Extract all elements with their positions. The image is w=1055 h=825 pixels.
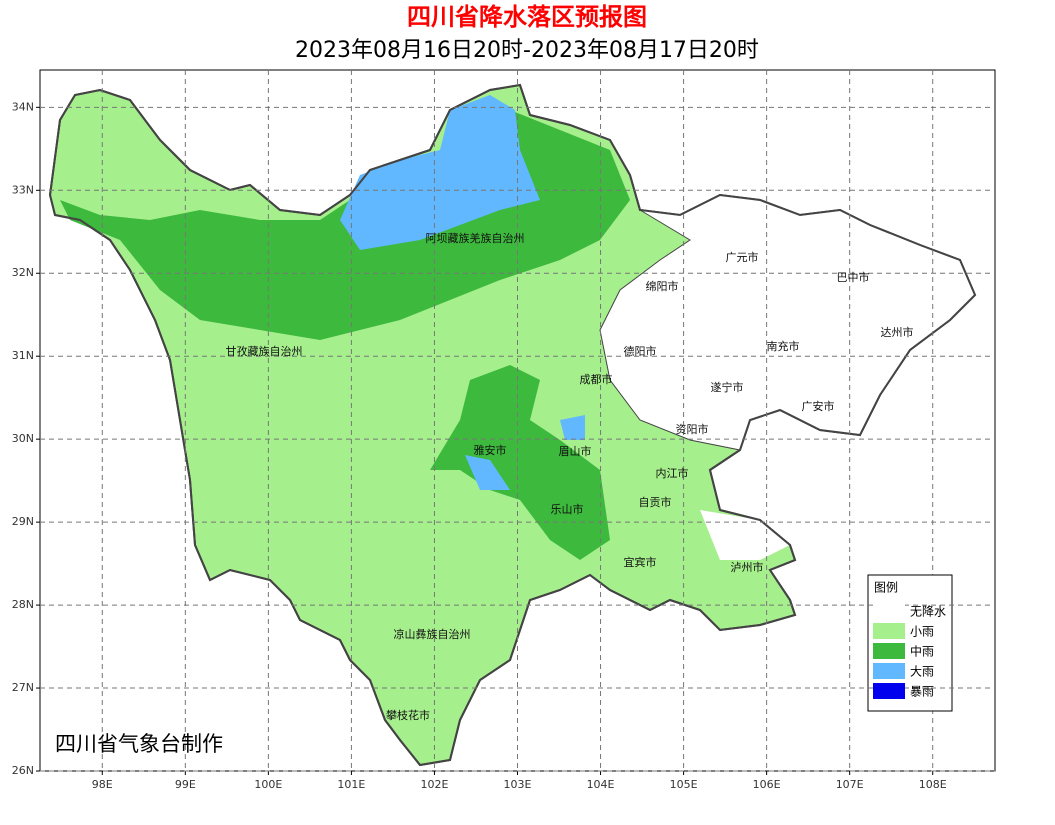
region-label: 泸州市 xyxy=(731,560,764,574)
x-tick-label: 103E xyxy=(504,778,532,791)
legend-swatch xyxy=(873,683,905,699)
region-label: 甘孜藏族自治州 xyxy=(226,344,303,358)
region-label: 凉山彝族自治州 xyxy=(394,627,471,641)
region-label: 成都市 xyxy=(580,372,613,386)
x-tick-label: 104E xyxy=(587,778,615,791)
x-tick-label: 102E xyxy=(420,778,448,791)
y-tick-label: 29N xyxy=(12,515,34,528)
y-tick-label: 27N xyxy=(12,681,34,694)
no-rain-area xyxy=(700,510,790,560)
x-tick-label: 106E xyxy=(753,778,781,791)
region-label: 内江市 xyxy=(656,466,689,480)
legend-title: 图例 xyxy=(874,581,898,595)
precip-areas xyxy=(48,83,977,767)
x-tick-label: 101E xyxy=(337,778,365,791)
legend-swatch xyxy=(873,643,905,659)
heavy-rain-area xyxy=(340,95,540,250)
x-tick-label: 99E xyxy=(175,778,196,791)
region-label: 宜宾市 xyxy=(624,555,657,569)
moderate-rain-area xyxy=(430,365,610,560)
region-label: 广元市 xyxy=(726,250,759,264)
x-tick-label: 108E xyxy=(919,778,947,791)
heavy-rain-area xyxy=(465,455,510,490)
title: 四川省降水落区预报图 xyxy=(407,3,647,31)
x-tick-label: 107E xyxy=(836,778,864,791)
legend-label: 大雨 xyxy=(910,665,934,679)
legend-label: 中雨 xyxy=(910,644,934,659)
x-tick-label: 100E xyxy=(254,778,282,791)
credit: 四川省气象台制作 xyxy=(55,732,223,756)
legend-swatch xyxy=(873,663,905,679)
region-label: 德阳市 xyxy=(624,344,657,358)
region-label: 广安市 xyxy=(802,399,835,413)
legend-label: 暴雨 xyxy=(910,685,934,699)
y-tick-label: 34N xyxy=(12,100,34,113)
y-tick-label: 28N xyxy=(12,598,34,611)
region-label: 资阳市 xyxy=(676,422,709,436)
y-tick-label: 30N xyxy=(12,432,34,445)
region-label: 巴中市 xyxy=(837,270,870,284)
region-label: 乐山市 xyxy=(551,502,584,516)
x-tick-label: 98E xyxy=(92,778,113,791)
region-label: 绵阳市 xyxy=(646,279,679,293)
legend-swatch xyxy=(873,623,905,639)
y-tick-label: 33N xyxy=(12,183,34,196)
region-label: 达州市 xyxy=(881,325,914,339)
region-label: 南充市 xyxy=(767,339,800,353)
x-tick-label: 105E xyxy=(670,778,698,791)
region-label: 雅安市 xyxy=(474,443,507,457)
y-tick-label: 32N xyxy=(12,266,34,279)
y-tick-label: 26N xyxy=(12,764,34,777)
legend-swatch xyxy=(873,603,905,619)
region-label: 遂宁市 xyxy=(711,380,744,394)
region-label: 阿坝藏族羌族自治州 xyxy=(426,231,525,245)
heavy-rain-area xyxy=(560,415,585,440)
province-border xyxy=(48,83,977,767)
region-label: 眉山市 xyxy=(559,444,592,458)
y-tick-label: 31N xyxy=(12,349,34,362)
legend-label: 无降水 xyxy=(910,605,946,619)
region-label: 自贡市 xyxy=(639,495,672,509)
region-label: 攀枝花市 xyxy=(386,708,430,722)
subtitle: 2023年08月16日20时-2023年08月17日20时 xyxy=(295,38,759,63)
legend-label: 小雨 xyxy=(910,625,934,639)
